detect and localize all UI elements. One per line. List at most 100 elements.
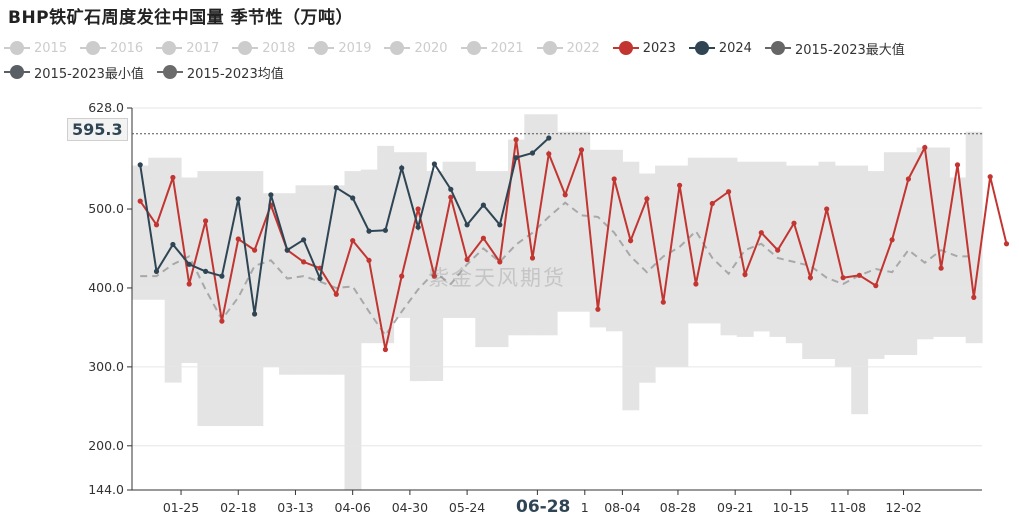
legend-label: 2016	[110, 40, 144, 56]
legend-marker-icon	[536, 41, 563, 55]
series-2023-point	[987, 174, 993, 180]
y-tick-label: 144.0	[88, 482, 124, 497]
legend-item-2015-2023最小值[interactable]: 2015-2023最小值	[4, 60, 144, 84]
series-2024-point	[529, 150, 536, 156]
band-week-27	[557, 131, 574, 312]
legend-item-2021[interactable]: 2021	[460, 36, 524, 60]
band-week-43	[818, 161, 836, 359]
legend-item-2016[interactable]: 2016	[80, 36, 143, 60]
band-week-31	[622, 161, 640, 411]
series-2024-point	[186, 261, 192, 267]
band-week-20	[442, 161, 460, 318]
legend-marker-icon	[80, 41, 107, 55]
series-2023-point	[693, 281, 699, 287]
series-2023-point	[840, 275, 846, 281]
band-week-25	[524, 114, 542, 336]
series-2024-point	[464, 222, 470, 228]
band-week-36	[704, 157, 721, 324]
band-week-45	[851, 165, 869, 415]
legend-item-2020[interactable]: 2020	[384, 36, 448, 60]
band-week-9	[262, 193, 280, 367]
series-2023-point	[644, 196, 650, 202]
series-2024-point	[448, 186, 454, 192]
series-2023-point	[660, 299, 666, 305]
legend-item-2019[interactable]: 2019	[308, 36, 371, 60]
series-2023-point	[889, 237, 895, 243]
legend-item-2015[interactable]: 2015	[4, 36, 67, 60]
band-week-51	[949, 177, 967, 337]
series-2023-point	[448, 194, 454, 200]
legend-item-2017[interactable]: 2017	[156, 36, 219, 60]
x-tick-label: 03-13	[277, 500, 313, 515]
legend-marker-icon	[688, 41, 715, 55]
series-2023-point	[824, 206, 830, 212]
series-mean	[140, 201, 974, 338]
legend-marker-icon	[4, 41, 30, 55]
band-week-41	[785, 165, 803, 344]
band-week-29	[589, 149, 607, 328]
series-2023-point	[677, 182, 683, 188]
band-week-3	[164, 157, 182, 383]
series-2024-point	[235, 196, 241, 202]
legend-marker-icon	[232, 41, 259, 55]
series-2023-point	[791, 220, 797, 226]
legend-item-2023[interactable]: 2023	[612, 36, 676, 60]
legend-label: 2023	[642, 40, 676, 56]
band-week-24	[508, 139, 525, 336]
series-2023-point	[546, 151, 552, 157]
legend-item-2018[interactable]: 2018	[232, 36, 295, 60]
series-2023-point	[807, 275, 814, 281]
series-2024-point	[203, 268, 209, 274]
legend-label: 2021	[490, 40, 524, 56]
legend-item-2015-2023最大值[interactable]: 2015-2023最大值	[764, 36, 905, 60]
legend-label: 2017	[186, 40, 220, 56]
series-2023-point	[775, 247, 781, 253]
series-2024-point	[546, 135, 552, 141]
legend-item-2024[interactable]: 2024	[688, 36, 752, 60]
series-2023-point	[873, 283, 879, 289]
series-2023-point	[252, 247, 258, 253]
legend-marker-icon	[156, 41, 183, 55]
band-week-16	[377, 145, 395, 344]
series-mean-line	[140, 201, 974, 338]
series-2024-point	[333, 185, 339, 191]
x-tick-label: 02-18	[220, 500, 256, 515]
series-2023-point	[922, 144, 928, 151]
series-2023-point	[170, 174, 176, 181]
series-2024-point	[431, 161, 437, 167]
band-week-22	[475, 171, 493, 348]
series-2023-point	[742, 271, 748, 278]
band-week-42	[802, 165, 820, 359]
series-2023-point	[301, 259, 307, 265]
x-tick-label: 09-21	[717, 500, 753, 515]
legend: 2015 2016 2017 2018 2019 2020 2021 2022 2023 2024…	[4, 36, 1014, 84]
series-2023-point	[464, 256, 470, 263]
series-2023-point	[333, 291, 339, 297]
series-2024-point	[480, 202, 486, 208]
band-week-6	[213, 171, 231, 426]
series-2024-point	[366, 228, 372, 234]
legend-item-2015-2023均值[interactable]: 2015-2023均值	[156, 60, 284, 84]
series-2023-point	[366, 257, 372, 263]
legend-label: 2024	[718, 40, 752, 56]
y-tick-label: 300.0	[88, 359, 124, 374]
band-week-14	[344, 171, 362, 490]
x-tick-label: 1	[581, 500, 589, 515]
band-week-46	[867, 171, 885, 359]
band-week-50	[933, 147, 950, 337]
series-2023-point	[529, 255, 536, 261]
legend-marker-icon	[612, 41, 639, 55]
band-week-15	[360, 169, 378, 344]
legend-label: 2020	[414, 40, 448, 56]
x-tick-label: 11-08	[830, 500, 866, 515]
series-2023-point	[203, 218, 209, 224]
legend-label: 2019	[338, 40, 372, 56]
legend-items: 2015 2016 2017 2018 2019 2020 2021 2022 2023 2024…	[4, 36, 1014, 84]
series-2023-point	[611, 176, 617, 182]
band-week-21	[458, 161, 476, 318]
series-2024-point	[317, 275, 323, 282]
legend-marker-icon	[384, 41, 411, 55]
legend-item-2022[interactable]: 2022	[536, 36, 600, 60]
band-week-13	[328, 185, 346, 375]
band-week-28	[573, 131, 591, 312]
